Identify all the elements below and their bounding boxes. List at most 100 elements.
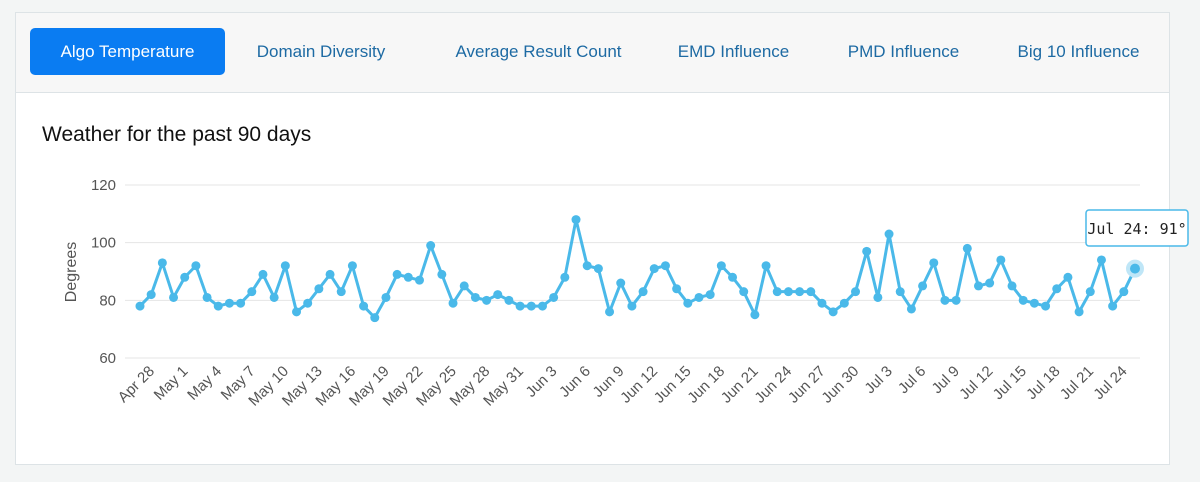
data-point[interactable] [1041,301,1051,311]
data-point[interactable] [493,290,503,300]
data-point[interactable] [962,243,972,253]
data-point[interactable] [1007,281,1017,291]
data-point[interactable] [258,269,268,279]
data-point[interactable] [280,261,290,271]
data-point[interactable] [593,264,603,274]
data-point[interactable] [750,310,760,320]
data-point[interactable] [828,307,838,317]
x-tick-label: Jun 15 [651,363,695,407]
tooltip-box [1085,209,1189,247]
x-tick-label: Jun 27 [785,363,829,407]
data-point[interactable] [504,295,514,305]
data-point[interactable] [884,229,894,239]
data-point[interactable] [392,269,402,279]
data-point[interactable] [817,298,827,308]
data-point[interactable] [906,304,916,314]
data-point[interactable] [973,281,983,291]
data-point[interactable] [761,261,771,271]
data-point[interactable] [683,298,693,308]
data-point[interactable] [459,281,469,291]
data-point[interactable] [1029,298,1039,308]
data-point[interactable] [649,264,659,274]
data-point[interactable] [985,278,995,288]
data-point[interactable] [616,278,626,288]
data-point[interactable] [359,301,369,311]
data-point[interactable] [940,295,950,305]
data-point[interactable] [627,301,637,311]
data-point[interactable] [1108,301,1118,311]
tab-emd-influence[interactable]: EMD Influence [677,42,790,61]
data-point[interactable] [169,292,179,302]
data-point[interactable] [571,215,581,225]
data-point[interactable] [515,301,525,311]
data-point[interactable] [795,287,805,297]
data-point[interactable] [851,287,861,297]
data-point[interactable] [929,258,939,268]
data-point[interactable] [605,307,615,317]
data-point[interactable] [325,269,335,279]
data-point[interactable] [716,261,726,271]
data-point[interactable] [437,269,447,279]
data-point[interactable] [560,272,570,282]
data-point[interactable] [1018,295,1028,305]
data-point[interactable] [224,298,234,308]
data-point[interactable] [146,290,156,300]
data-point[interactable] [180,272,190,282]
data-point[interactable] [1074,307,1084,317]
data-point[interactable] [336,287,346,297]
data-point[interactable] [660,261,670,271]
data-point[interactable] [996,255,1006,265]
data-point[interactable] [1085,287,1095,297]
data-point[interactable] [873,292,883,302]
data-point[interactable] [728,272,738,282]
tab-big-10-influence[interactable]: Big 10 Influence [1017,42,1140,61]
data-point[interactable] [370,313,380,323]
data-point[interactable] [236,298,246,308]
data-point[interactable] [292,307,302,317]
data-point[interactable] [839,298,849,308]
data-point[interactable] [347,261,357,271]
data-point[interactable] [549,292,559,302]
data-point[interactable] [582,261,592,271]
data-point[interactable] [772,287,782,297]
data-point[interactable] [806,287,816,297]
data-point[interactable] [403,272,413,282]
data-point[interactable] [157,258,167,268]
data-point[interactable] [672,284,682,294]
data-point[interactable] [526,301,536,311]
tab-average-result-count[interactable]: Average Result Count [455,42,622,61]
data-point[interactable] [303,298,313,308]
data-point[interactable] [135,301,145,311]
data-point[interactable] [269,292,279,302]
tab-algo-temperature[interactable]: Algo Temperature [30,28,225,75]
data-point[interactable] [1063,272,1073,282]
tab-domain-diversity[interactable]: Domain Diversity [256,42,386,61]
data-point-highlighted[interactable] [1126,259,1144,278]
data-point[interactable] [213,301,223,311]
data-point[interactable] [314,284,324,294]
tab-pmd-influence[interactable]: PMD Influence [847,42,960,61]
data-point[interactable] [414,275,424,285]
data-point[interactable] [739,287,749,297]
data-point[interactable] [783,287,793,297]
data-point[interactable] [247,287,257,297]
data-point[interactable] [1052,284,1062,294]
data-point[interactable] [862,246,872,256]
data-point[interactable] [191,261,201,271]
data-point[interactable] [705,290,715,300]
data-point[interactable] [470,292,480,302]
data-point[interactable] [694,292,704,302]
y-tick-label: 80 [99,292,116,309]
data-point[interactable] [918,281,928,291]
data-point[interactable] [1119,287,1129,297]
data-point[interactable] [202,292,212,302]
data-point[interactable] [448,298,458,308]
data-point[interactable] [482,295,492,305]
data-point[interactable] [895,287,905,297]
data-point[interactable] [951,295,961,305]
data-point[interactable] [537,301,547,311]
data-point[interactable] [426,241,436,251]
data-point[interactable] [1096,255,1106,265]
data-point[interactable] [381,292,391,302]
data-point[interactable] [638,287,648,297]
